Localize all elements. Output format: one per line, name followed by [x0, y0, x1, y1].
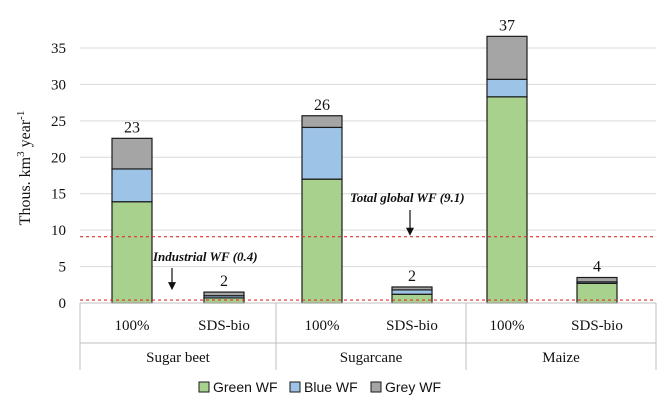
- x-axis: 100% SDS-bio 100% SDS-bio 100% SDS-bio Sugar b…: [80, 303, 656, 370]
- reference-lines: Total global WF (9.1) Industrial WF (0.4): [80, 190, 656, 300]
- bar-segment: [487, 97, 527, 303]
- legend-label: Green WF: [213, 379, 278, 395]
- bar-segment: [112, 169, 152, 202]
- y-tick-label: 5: [59, 260, 67, 276]
- x-category-label: SDS-bio: [198, 318, 250, 334]
- x-category-label: 100%: [305, 318, 340, 334]
- legend-swatch: [290, 382, 300, 392]
- bar-segment: [487, 79, 527, 96]
- legend-label: Grey WF: [385, 379, 441, 395]
- x-category-label: SDS-bio: [386, 318, 438, 334]
- bar-total-label: 2: [408, 268, 416, 285]
- y-tick-label: 15: [51, 187, 66, 203]
- legend-swatch: [199, 382, 209, 392]
- y-tick-label: 25: [51, 114, 66, 130]
- bar-total-label: 26: [314, 97, 330, 114]
- bar-total-label: 37: [499, 17, 515, 34]
- legend: Green WF Blue WF Grey WF: [199, 379, 441, 395]
- bar-segment: [302, 127, 342, 179]
- bar-segment: [112, 202, 152, 303]
- bar-segment: [577, 278, 617, 282]
- annotation-arrow-head: [406, 228, 414, 236]
- bar-segment: [392, 290, 432, 294]
- legend-swatch: [371, 382, 381, 392]
- bar-segment: [392, 294, 432, 303]
- y-axis-label: Thous. km3 year-1: [15, 111, 34, 226]
- bar-segment: [392, 287, 432, 290]
- x-group-label: Sugar beet: [146, 350, 211, 366]
- gridlines: [80, 48, 656, 267]
- bar-segment: [112, 138, 152, 169]
- legend-label: Blue WF: [304, 379, 358, 395]
- bar-total-label: 2: [220, 273, 228, 290]
- y-tick-label: 35: [51, 41, 66, 57]
- y-tick-label: 10: [51, 223, 66, 239]
- reference-line-label: Total global WF (9.1): [350, 190, 465, 205]
- annotation-arrow-head: [168, 282, 176, 290]
- x-group-label: Maize: [542, 350, 580, 366]
- x-category-label: 100%: [490, 318, 525, 334]
- reference-line-label: Industrial WF (0.4): [152, 249, 258, 264]
- bar-segment: [487, 36, 527, 79]
- y-tick-label: 30: [51, 77, 66, 93]
- bar-segment: [204, 292, 244, 296]
- bar-total-label: 4: [593, 259, 601, 276]
- x-group-label: Sugarcane: [340, 350, 403, 366]
- x-category-label: 100%: [115, 318, 150, 334]
- y-tick-label: 0: [59, 296, 67, 312]
- y-tick-label: 20: [51, 150, 66, 166]
- y-axis-ticks: 0 5 10 15 20 25 30 35: [51, 41, 66, 312]
- x-category-label: SDS-bio: [571, 318, 623, 334]
- bar-segment: [302, 179, 342, 303]
- bar-segment: [302, 116, 342, 128]
- bar-total-label: 23: [124, 119, 140, 136]
